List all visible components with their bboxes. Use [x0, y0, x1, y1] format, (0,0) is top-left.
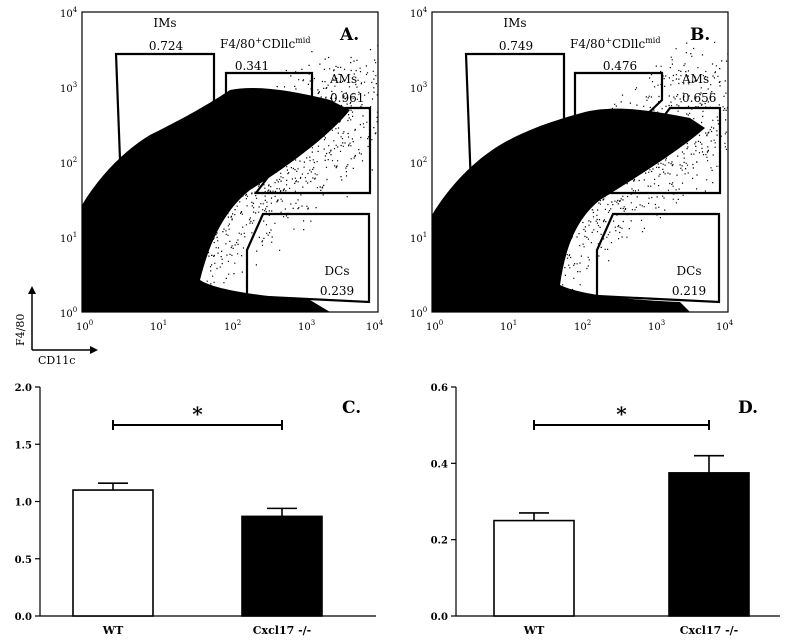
gate-ams-a	[253, 106, 372, 195]
plot-frame-b	[431, 11, 729, 313]
flow-ticks-b: 100 101 102 103 104 100 101 102 103 104	[410, 6, 734, 333]
y-tick-a-4: 104	[60, 6, 78, 20]
gate-value-dcs-b: 0.219	[672, 284, 706, 298]
gate-value-f480-b: 0.476	[603, 59, 637, 73]
gate-name-ams-a: AMs	[329, 72, 357, 86]
x-tick-b-3: 103	[648, 319, 665, 333]
category-label: WT	[523, 624, 545, 637]
significance-star: *	[616, 402, 627, 426]
y-tick-a-1: 101	[60, 231, 77, 245]
flow-scatter-a	[82, 44, 378, 312]
y-tick-label: 0.0	[431, 612, 448, 623]
y-tick-label: 0.0	[15, 612, 32, 623]
bar	[241, 515, 323, 617]
plot-frame-a	[81, 11, 379, 313]
x-tick-b-2: 102	[574, 319, 591, 333]
axis-legend: F4/80 CD11c	[14, 286, 98, 367]
bar-chart-c: 0.0 0.5 1.0 1.5 2.0 WT Cxcl17 -/- * C.	[15, 383, 376, 637]
y-axis-title: F4/80	[14, 314, 27, 346]
y-tick-label: 1.0	[15, 498, 32, 509]
gate-name-dcs-b: DCs	[677, 264, 702, 278]
y-tick-b-4: 104	[410, 6, 428, 20]
y-tick-a-3: 103	[60, 81, 77, 95]
y-arrowhead-icon	[28, 286, 36, 294]
category-label: Cxcl17 -/-	[253, 624, 311, 637]
y-tick-a-2: 102	[60, 156, 77, 170]
panel-letter-b: B.	[690, 25, 710, 45]
y-tick-b-3: 103	[410, 81, 427, 95]
gate-name-f480-b: F4/80+CDllcmid	[570, 36, 660, 51]
x-arrowhead-icon	[90, 346, 98, 354]
panel-letter: C.	[342, 398, 361, 418]
x-tick-a-4: 104	[366, 319, 384, 333]
x-axis-title: CD11c	[38, 354, 75, 367]
bar-chart-d: 0.0 0.2 0.4 0.6 WT Cxcl17 -/- * D.	[431, 383, 780, 637]
gate-name-dcs-a: DCs	[325, 264, 350, 278]
gate-value-ams-a: 0.961	[330, 91, 364, 105]
y-tick-label: 1.5	[15, 440, 32, 451]
y-tick-label: 0.4	[431, 459, 448, 470]
significance-star: *	[192, 402, 203, 426]
flow-scatter-b	[432, 41, 728, 312]
category-label: Cxcl17 -/-	[680, 624, 738, 637]
gate-dcs-a	[245, 212, 371, 304]
y-tick-label: 0.5	[15, 555, 32, 566]
gates-a	[114, 52, 372, 304]
gate-value-ims-b: 0.749	[499, 39, 533, 53]
gate-name-ims-b: IMs	[503, 16, 526, 30]
x-tick-a-1: 101	[150, 319, 167, 333]
gate-value-ams-b: 0.656	[682, 91, 716, 105]
y-tick-b-0: 100	[410, 306, 427, 320]
y-tick-a-0: 100	[60, 306, 77, 320]
gate-f480-a	[224, 71, 314, 165]
flow-ticks-a: 100 101 102 103 104 100 101 102 103 104	[60, 6, 384, 333]
gate-value-f480-a: 0.341	[235, 59, 269, 73]
gate-name-f480-a: F4/80+CDllcmid	[220, 36, 310, 51]
gate-ams-b	[603, 106, 722, 195]
x-tick-b-1: 101	[500, 319, 517, 333]
gate-value-ims-a: 0.724	[149, 39, 184, 53]
x-tick-b-0: 100	[426, 319, 443, 333]
gate-name-ams-b: AMs	[681, 72, 709, 86]
panel-letter: D.	[738, 398, 758, 418]
gate-name-ims-a: IMs	[153, 16, 176, 30]
y-tick-b-1: 101	[410, 231, 427, 245]
y-tick-b-2: 102	[410, 156, 427, 170]
gate-value-dcs-a: 0.239	[320, 284, 354, 298]
x-tick-a-2: 102	[224, 319, 241, 333]
gate-dcs-b	[595, 212, 721, 304]
y-tick-label: 2.0	[15, 383, 32, 394]
flow-panel-b: IMs 0.749 F4/80+CDllcmid 0.476 AMs 0.656…	[410, 6, 734, 333]
x-tick-a-0: 100	[76, 319, 93, 333]
panel-letter-a: A.	[339, 25, 359, 45]
gate-ims-a	[114, 52, 216, 188]
bar	[668, 472, 750, 617]
bar	[493, 519, 575, 617]
category-label: WT	[102, 624, 124, 637]
gates-b	[464, 52, 722, 304]
y-tick-label: 0.6	[431, 383, 448, 394]
gate-f480-b	[573, 71, 664, 165]
flow-panel-a: IMs 0.724 F4/80+CDllcmid 0.341 AMs 0.961…	[60, 6, 384, 333]
gate-ims-b	[464, 52, 566, 188]
x-tick-a-3: 103	[298, 319, 315, 333]
bar	[72, 489, 154, 617]
x-tick-b-4: 104	[716, 319, 734, 333]
y-tick-label: 0.2	[431, 536, 448, 547]
